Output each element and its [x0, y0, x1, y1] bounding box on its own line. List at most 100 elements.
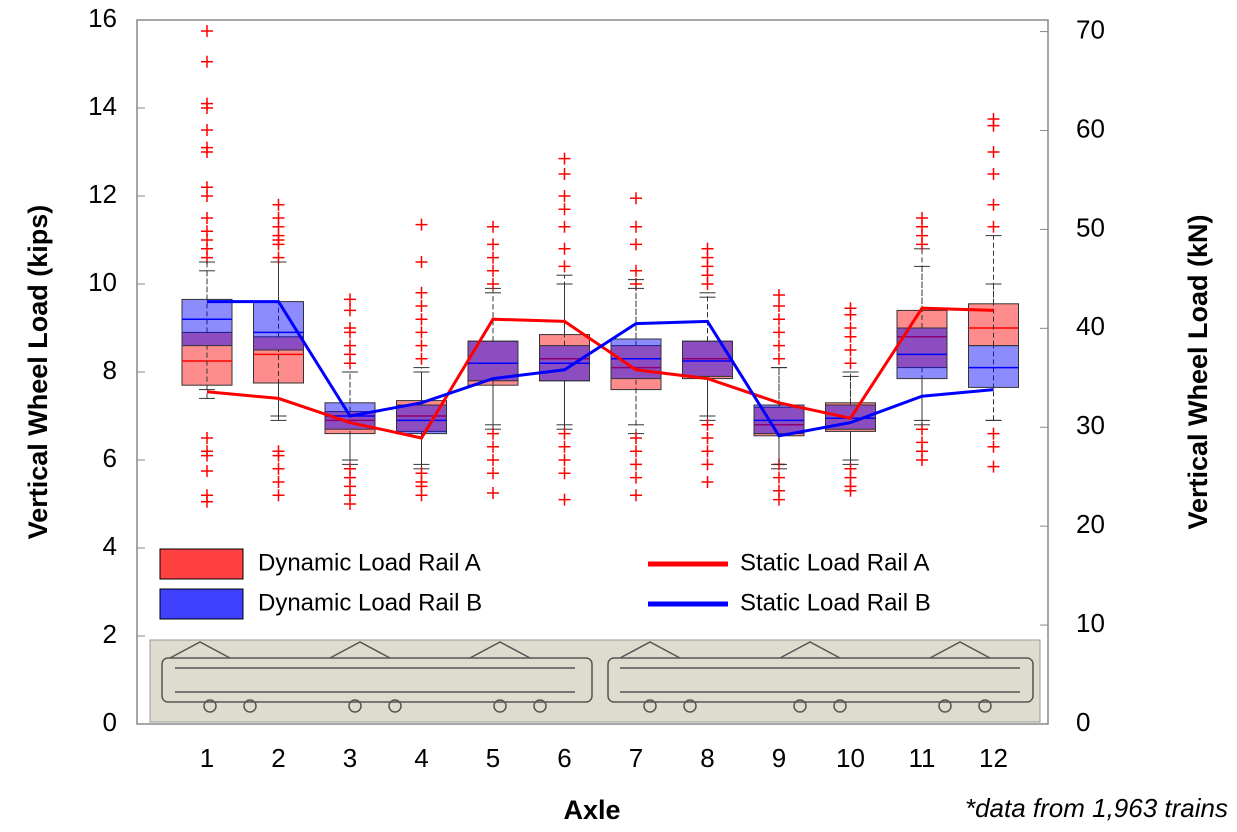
y-tick-label: 16 [88, 3, 117, 33]
outlier [773, 326, 785, 338]
legend-label: Static Load Rail A [740, 549, 929, 576]
outlier [344, 293, 356, 305]
outlier [559, 243, 571, 255]
y2-tick-label: 10 [1076, 608, 1105, 638]
outlier [630, 265, 642, 277]
outlier [773, 313, 785, 325]
outlier [773, 472, 785, 484]
y-tick-label: 8 [103, 355, 117, 385]
outlier [201, 56, 213, 68]
box [254, 302, 304, 350]
outlier [273, 199, 285, 211]
outlier [559, 260, 571, 272]
outlier [773, 289, 785, 301]
x-tick-label: 12 [979, 743, 1008, 773]
outlier [487, 221, 499, 233]
train-illustration [150, 640, 1040, 722]
outlier [487, 265, 499, 277]
outlier [630, 221, 642, 233]
outlier [845, 322, 857, 334]
legend-swatch [160, 589, 243, 619]
outlier [344, 340, 356, 352]
outlier [201, 489, 213, 501]
y-tick-label: 4 [103, 531, 117, 561]
y-tick-label: 6 [103, 443, 117, 473]
outlier [487, 238, 499, 250]
outlier [559, 454, 571, 466]
outlier [988, 221, 1000, 233]
outlier [630, 192, 642, 204]
x-tick-label: 3 [343, 743, 357, 773]
outlier [630, 445, 642, 457]
outlier [273, 489, 285, 501]
outlier [773, 340, 785, 352]
box [969, 346, 1019, 388]
outlier [344, 304, 356, 316]
outlier [702, 458, 714, 470]
outlier [201, 124, 213, 136]
outlier [559, 467, 571, 479]
outlier [630, 458, 642, 470]
footnote: *data from 1,963 trains [965, 793, 1228, 823]
x-tick-label: 1 [200, 743, 214, 773]
x-tick-label: 5 [486, 743, 500, 773]
outlier [416, 313, 428, 325]
y2-tick-label: 60 [1076, 113, 1105, 143]
legend: Dynamic Load Rail A Dynamic Load Rail B St… [160, 549, 931, 619]
y-tick-label: 10 [88, 267, 117, 297]
outlier [845, 357, 857, 369]
outlier [988, 146, 1000, 158]
outlier [559, 168, 571, 180]
y-axis-label: Vertical Wheel Load (kips) [23, 205, 53, 540]
outlier [773, 485, 785, 497]
outlier [702, 476, 714, 488]
outlier [630, 238, 642, 250]
x-axis-label: Axle [563, 795, 620, 825]
outlier [201, 25, 213, 37]
outlier [773, 300, 785, 312]
outlier [201, 212, 213, 224]
y-tick-label: 12 [88, 179, 117, 209]
outlier [702, 432, 714, 444]
outlier [988, 168, 1000, 180]
outlier [916, 212, 928, 224]
legend-label: Dynamic Load Rail A [258, 549, 481, 576]
y2-axis-label: Vertical Wheel Load (kN) [1183, 214, 1213, 529]
train-background [150, 640, 1040, 722]
legend-label: Dynamic Load Rail B [258, 589, 482, 616]
outlier [773, 353, 785, 365]
y2-tick-label: 20 [1076, 509, 1105, 539]
outlier [273, 212, 285, 224]
outlier [988, 428, 1000, 440]
outlier [559, 153, 571, 165]
chart: Axle Vertical Wheel Load (kips) Vertical… [0, 0, 1237, 832]
outlier [201, 465, 213, 477]
outlier [702, 243, 714, 255]
outlier [487, 454, 499, 466]
outlier [273, 476, 285, 488]
legend-label: Static Load Rail B [740, 589, 931, 616]
outlier [559, 221, 571, 233]
outlier [487, 487, 499, 499]
outlier [487, 252, 499, 264]
outlier [487, 441, 499, 453]
outlier [273, 463, 285, 475]
y2-tick-label: 40 [1076, 311, 1105, 341]
outlier [916, 436, 928, 448]
box [182, 299, 232, 345]
y-tick-label: 2 [103, 619, 117, 649]
x-tick-label: 9 [772, 743, 786, 773]
outlier [559, 441, 571, 453]
outlier [416, 340, 428, 352]
x-tick-label: 6 [557, 743, 571, 773]
y2-tick-label: 30 [1076, 410, 1105, 440]
outlier [201, 432, 213, 444]
y2-tick-label: 0 [1076, 707, 1090, 737]
outlier [988, 441, 1000, 453]
x-tick-label: 11 [909, 743, 936, 773]
outlier [988, 199, 1000, 211]
outlier [845, 302, 857, 314]
y2-tick-label: 50 [1076, 212, 1105, 242]
outlier [416, 219, 428, 231]
outlier [487, 467, 499, 479]
